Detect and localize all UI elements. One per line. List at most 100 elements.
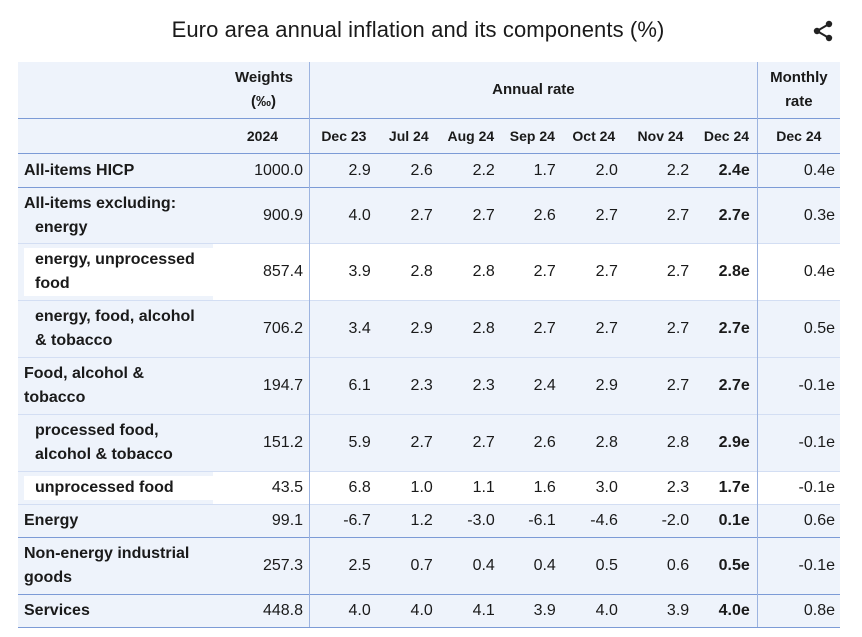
rate-cell: 5.9: [309, 414, 378, 472]
rate-cell: 1.6: [501, 471, 563, 505]
header-monthly-rate: Monthly rate: [756, 62, 840, 119]
row-label-line-1: processed food,: [35, 422, 159, 439]
rate-cell: 0.5e: [696, 537, 758, 595]
rate-cell: -3.0: [439, 504, 502, 538]
rate-cell: 2.7: [562, 243, 625, 301]
rate-cell: 3.9: [501, 594, 563, 628]
table-row: All-items excluding: energy 900.9 4.0 2.7 2.7…: [18, 187, 840, 244]
rate-cell: 2.7: [439, 187, 502, 244]
rate-cell: 0.4: [439, 537, 502, 595]
rate-cell: 2.0: [562, 153, 625, 188]
rate-cell: 2.9: [377, 300, 440, 358]
rate-cell: 1.7e: [696, 471, 758, 505]
rate-cell: -4.6: [562, 504, 625, 538]
table-row: Food, alcohol & tobacco 194.7 6.1 2.3 2.3 2.4 2…: [18, 357, 840, 415]
weight-cell: 194.7: [213, 357, 310, 415]
row-label-line-2: alcohol & tobacco: [35, 446, 173, 463]
rate-cell: 2.8e: [696, 243, 758, 301]
rate-cell: 0.1e: [696, 504, 758, 538]
rate-cell: 2.7: [501, 243, 563, 301]
rate-cell: 1.0: [377, 471, 440, 505]
rate-cell: 2.3: [439, 357, 502, 415]
rate-cell: 4.1: [439, 594, 502, 628]
share-icon[interactable]: [811, 19, 835, 43]
row-label-line-2: energy: [35, 218, 88, 236]
rate-cell: 2.6: [377, 153, 440, 188]
weights-unit: (‰): [251, 93, 277, 110]
header-row-top: Weights (‰) Annual rate Monthly rate: [18, 62, 840, 119]
rate-cell: 1.1: [439, 471, 502, 505]
monthly-cell: 0.3e: [756, 187, 840, 244]
row-label: Food, alcohol & tobacco: [18, 357, 214, 415]
rate-cell: 2.8: [439, 300, 502, 358]
row-label-line-1: energy, unprocessed: [35, 251, 195, 268]
rate-cell: 2.7: [439, 414, 502, 472]
row-label: Non-energy industrial goods: [18, 537, 214, 595]
weights-label: Weights: [234, 69, 294, 86]
table-row: All-items HICP 1000.0 2.9 2.6 2.2 1.7 2.0 2.2 2.…: [18, 153, 840, 188]
rate-cell: 2.7: [562, 187, 625, 244]
table-row: Services 448.8 4.0 4.0 4.1 3.9 4.0 3.9 4.0e 0.8e: [18, 594, 840, 628]
row-label-line-2: goods: [24, 569, 72, 586]
rate-cell: -6.7: [309, 504, 378, 538]
rate-cell: 2.8: [439, 243, 502, 301]
rate-cell: 2.7: [624, 187, 697, 244]
rate-cell: 1.2: [377, 504, 440, 538]
row-label-text: All-items HICP: [24, 161, 135, 179]
rate-cell: -2.0: [624, 504, 697, 538]
rate-cell: 2.7e: [696, 357, 758, 415]
row-label: All-items HICP: [18, 153, 214, 188]
weight-cell: 857.4: [213, 243, 310, 301]
rate-cell: 2.9e: [696, 414, 758, 472]
header-row-columns: 2024 Dec 23 Jul 24 Aug 24 Sep 24 Oct 24 …: [18, 118, 840, 154]
rate-cell: 2.7e: [696, 300, 758, 358]
row-label: Energy: [18, 504, 214, 538]
monthly-cell: -0.1e: [756, 471, 840, 505]
header-blank-2: [18, 118, 214, 154]
rate-cell: 0.7: [377, 537, 440, 595]
row-label-line-1: Food, alcohol &: [24, 365, 144, 382]
monthly-cell: 0.5e: [756, 300, 840, 358]
rate-cell: 1.7: [501, 153, 563, 188]
rate-label: rate: [785, 93, 813, 110]
rate-cell: 3.4: [309, 300, 378, 358]
col-header: Oct 24: [562, 118, 625, 154]
weight-cell: 1000.0: [213, 153, 310, 188]
weight-cell: 257.3: [213, 537, 310, 595]
weight-cell: 706.2: [213, 300, 310, 358]
rate-cell: 2.8: [377, 243, 440, 301]
col-header: Nov 24: [624, 118, 697, 154]
rate-cell: 2.3: [377, 357, 440, 415]
col-header: Jul 24: [377, 118, 440, 154]
rate-cell: 6.1: [309, 357, 378, 415]
row-label: unprocessed food: [18, 471, 214, 505]
col-header: Dec 23: [309, 118, 378, 154]
monthly-cell: 0.4e: [756, 153, 840, 188]
header-weights: Weights (‰): [213, 62, 310, 119]
table-row: Non-energy industrial goods 257.3 2.5 0.7 0.4…: [18, 537, 840, 595]
rate-cell: 4.0: [562, 594, 625, 628]
row-label: Services: [18, 594, 214, 628]
col-header: Dec 24: [756, 118, 840, 154]
rate-cell: 2.2: [439, 153, 502, 188]
col-header: 2024: [213, 118, 310, 154]
rate-cell: 2.9: [309, 153, 378, 188]
col-header: Aug 24: [439, 118, 502, 154]
rate-cell: 2.8: [624, 414, 697, 472]
row-label-line-1: Non-energy industrial: [24, 545, 190, 562]
rate-cell: 3.9: [624, 594, 697, 628]
row-label-line-1: All-items excluding:: [24, 194, 177, 212]
monthly-cell: 0.6e: [756, 504, 840, 538]
row-label-line-2: & tobacco: [35, 332, 113, 349]
row-label-text: unprocessed food: [35, 479, 174, 496]
rate-cell: 2.7: [624, 300, 697, 358]
monthly-cell: -0.1e: [756, 537, 840, 595]
col-header: Dec 24: [696, 118, 758, 154]
rate-cell: 4.0e: [696, 594, 758, 628]
table-row: processed food, alcohol & tobacco 151.2 5.9…: [18, 414, 840, 472]
rate-cell: 2.8: [562, 414, 625, 472]
weight-cell: 151.2: [213, 414, 310, 472]
row-label: All-items excluding: energy: [18, 187, 214, 244]
row-label-line-2: food: [35, 275, 70, 292]
rate-cell: 2.6: [501, 414, 563, 472]
